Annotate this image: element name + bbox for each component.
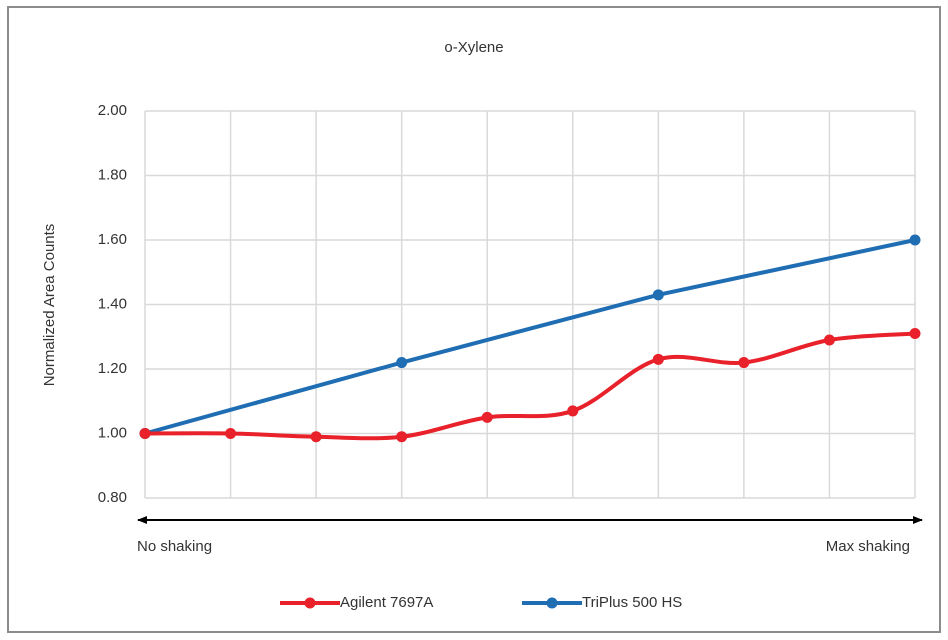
data-point — [225, 428, 237, 439]
data-point — [139, 428, 151, 439]
y-axis-label: Normalized Area Counts — [41, 224, 58, 387]
data-point — [310, 431, 322, 443]
legend-marker — [546, 597, 558, 609]
data-point — [396, 357, 408, 369]
y-tick-label: 0.80 — [98, 489, 127, 506]
data-point — [823, 334, 835, 346]
legend-label: Agilent 7697A — [340, 594, 433, 611]
y-tick-label: 1.00 — [98, 424, 127, 441]
data-point — [567, 405, 579, 417]
series-line — [144, 238, 916, 436]
data-point — [481, 411, 493, 423]
data-point — [652, 289, 664, 301]
annotation: Max shaking — [826, 538, 910, 555]
series-line — [144, 331, 916, 441]
legend-marker — [304, 597, 316, 609]
y-tick-label: 1.60 — [98, 231, 127, 248]
y-tick-label: 2.00 — [98, 102, 127, 119]
data-point — [738, 357, 750, 369]
legend-label: TriPlus 500 HS — [582, 594, 682, 611]
y-tick-label: 1.20 — [98, 360, 127, 377]
annotation: No shaking — [137, 538, 212, 555]
y-tick-label: 1.40 — [98, 295, 127, 312]
data-point — [652, 353, 664, 365]
data-point — [396, 431, 408, 443]
data-point — [909, 328, 921, 340]
chart-title: o-Xylene — [444, 39, 503, 56]
y-tick-label: 1.80 — [98, 166, 127, 183]
data-point — [909, 234, 921, 246]
